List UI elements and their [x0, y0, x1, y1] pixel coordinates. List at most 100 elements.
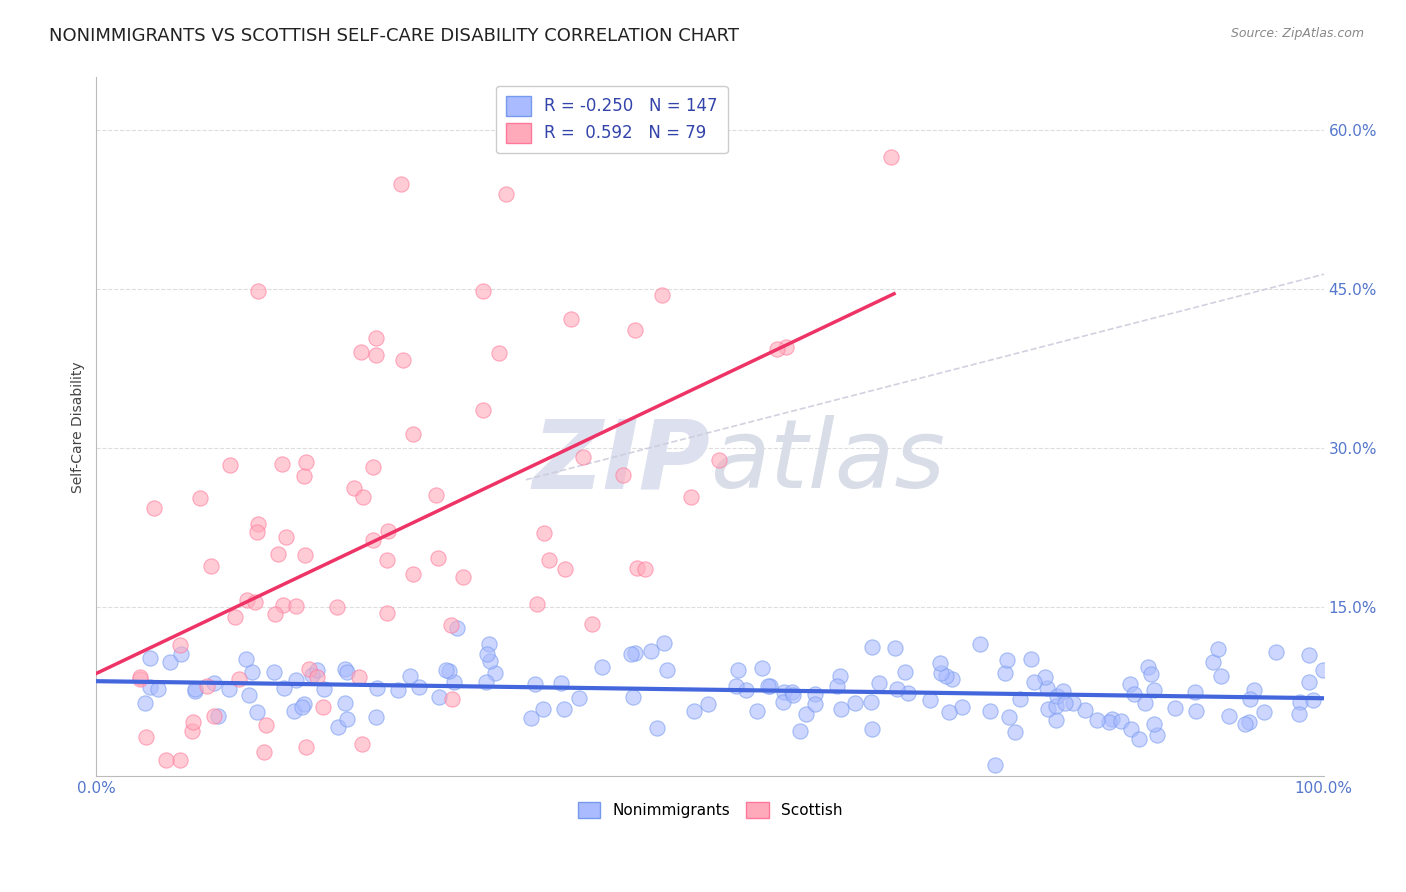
Point — [1239, 691, 1261, 706]
Point — [427, 690, 450, 705]
Point — [440, 618, 463, 632]
Point — [235, 592, 257, 607]
Point — [1045, 698, 1067, 713]
Point — [169, 639, 191, 653]
Point — [190, 491, 212, 506]
Point — [402, 426, 425, 441]
Point — [950, 700, 973, 714]
Point — [159, 655, 181, 669]
Point — [560, 311, 582, 326]
Point — [267, 547, 290, 561]
Point — [254, 718, 277, 732]
Point — [620, 647, 643, 661]
Point — [860, 723, 883, 737]
Point — [998, 710, 1021, 724]
Point — [938, 705, 960, 719]
Point — [274, 530, 297, 544]
Point — [1243, 682, 1265, 697]
Point — [894, 665, 917, 680]
Point — [621, 690, 644, 705]
Point — [969, 637, 991, 651]
Point — [246, 706, 269, 720]
Point — [1233, 716, 1256, 731]
Point — [1218, 709, 1240, 723]
Point — [995, 653, 1018, 667]
Point — [292, 697, 315, 711]
Point — [471, 285, 494, 299]
Point — [747, 704, 769, 718]
Point — [246, 525, 269, 540]
Point — [591, 660, 613, 674]
Point — [1288, 707, 1310, 722]
Point — [624, 646, 647, 660]
Point — [139, 680, 162, 694]
Point — [484, 665, 506, 680]
Point — [1122, 687, 1144, 701]
Point — [294, 549, 316, 563]
Point — [655, 663, 678, 677]
Point — [184, 682, 207, 697]
Point — [377, 524, 399, 539]
Point — [928, 656, 950, 670]
Point — [860, 640, 883, 654]
Point — [1202, 655, 1225, 669]
Point — [803, 687, 825, 701]
Point — [142, 500, 165, 515]
Point — [1045, 713, 1067, 727]
Point — [436, 663, 458, 677]
Point — [804, 697, 827, 711]
Point — [1264, 645, 1286, 659]
Point — [772, 694, 794, 708]
Point — [1053, 696, 1076, 710]
Point — [195, 679, 218, 693]
Point — [1019, 652, 1042, 666]
Point — [253, 745, 276, 759]
Point — [475, 647, 498, 661]
Point — [200, 558, 222, 573]
Point — [155, 753, 177, 767]
Point — [294, 740, 316, 755]
Point — [1298, 674, 1320, 689]
Point — [727, 663, 749, 677]
Point — [844, 696, 866, 710]
Point — [1146, 728, 1168, 742]
Point — [1062, 696, 1084, 710]
Point — [756, 679, 779, 693]
Point — [328, 720, 350, 734]
Point — [1253, 705, 1275, 719]
Point — [612, 468, 634, 483]
Point — [284, 599, 307, 614]
Point — [789, 723, 811, 738]
Point — [139, 651, 162, 665]
Point — [751, 660, 773, 674]
Point — [246, 285, 269, 299]
Point — [224, 609, 246, 624]
Point — [389, 177, 412, 191]
Point — [184, 684, 207, 698]
Point — [488, 345, 510, 359]
Point — [181, 714, 204, 729]
Point — [880, 150, 903, 164]
Point — [1312, 663, 1334, 677]
Point — [773, 685, 796, 699]
Point — [1133, 697, 1156, 711]
Point — [1036, 681, 1059, 696]
Point — [128, 670, 150, 684]
Point — [782, 684, 804, 698]
Text: Source: ZipAtlas.com: Source: ZipAtlas.com — [1230, 27, 1364, 40]
Point — [263, 665, 285, 679]
Point — [782, 688, 804, 702]
Point — [402, 567, 425, 582]
Point — [681, 491, 703, 505]
Text: atlas: atlas — [710, 416, 945, 508]
Point — [399, 669, 422, 683]
Point — [941, 672, 963, 686]
Point — [408, 680, 430, 694]
Point — [204, 675, 226, 690]
Point — [645, 721, 668, 735]
Point — [825, 679, 848, 693]
Point — [245, 595, 267, 609]
Point — [202, 709, 225, 723]
Point — [361, 460, 384, 475]
Point — [553, 702, 575, 716]
